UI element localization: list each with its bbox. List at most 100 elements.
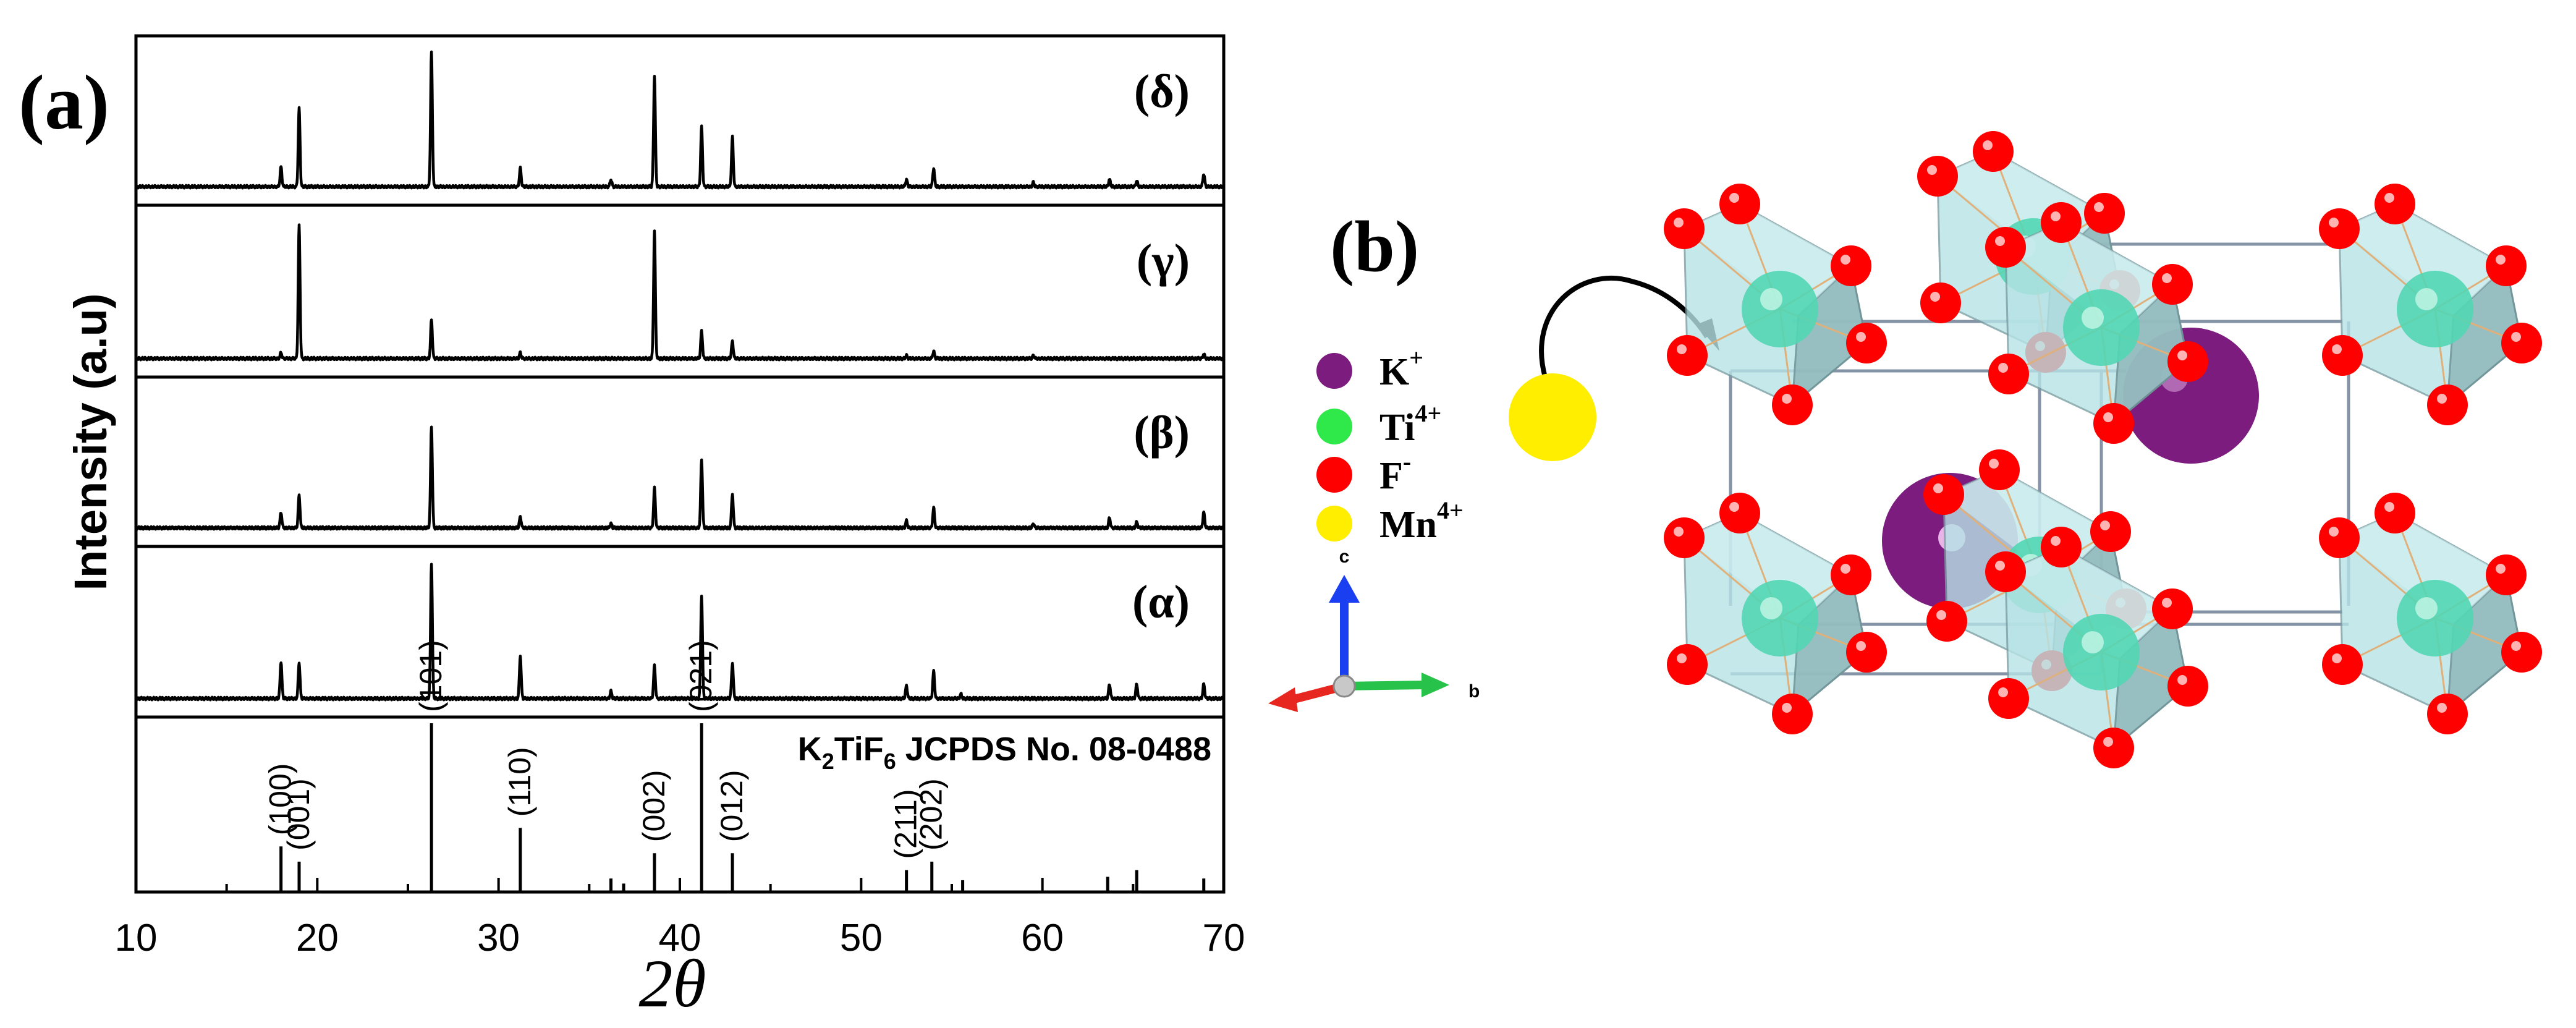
f-ion (1772, 384, 1813, 425)
f-ion (2322, 335, 2363, 376)
x-tick-label: 50 (840, 917, 883, 959)
xrd-plot: (δ) (γ) (β) (α) (100)(001) (101) (110) (002) (02… (134, 34, 1226, 894)
ion-legend: K+ Ti4+ F- Mn4+ (1316, 344, 1464, 546)
f-ion (1920, 282, 1961, 323)
f-ion (2486, 554, 2527, 595)
legend-mn-label: Mn4+ (1379, 496, 1464, 546)
panel-b-label: (b) (1330, 206, 1419, 287)
f-ion (2319, 208, 2360, 249)
ti-ion (2397, 271, 2473, 347)
f-ion (1719, 493, 1760, 533)
reference-label: K2TiF6 JCPDS No. 08-0488 (798, 731, 1211, 774)
f-ion (1664, 517, 1705, 558)
f-ion (2319, 517, 2360, 558)
series-label: (β) (1133, 407, 1190, 459)
x-tick-label: 10 (115, 917, 158, 959)
hkl-label: (021) (684, 640, 718, 712)
axis-c-label: c (1339, 546, 1350, 567)
f-ion (1667, 335, 1708, 376)
hkl-label: (001) (281, 778, 316, 851)
f-ion (1831, 554, 1871, 595)
x-tick-label: 30 (477, 917, 520, 959)
tif6-octahedron (2319, 184, 2542, 425)
f-ion (2152, 264, 2193, 305)
legend-ti-swatch (1316, 409, 1352, 444)
f-ion (2375, 493, 2415, 533)
crystal-axes: c b (1268, 546, 1480, 712)
ti-ion (1742, 271, 1818, 347)
ti-ion (2397, 580, 2473, 656)
f-ion (1664, 208, 1705, 249)
legend-f-label: F- (1379, 448, 1411, 497)
x-axis: 10 20 30 40 50 60 70 (115, 878, 1245, 959)
f-ion (2084, 193, 2125, 234)
f-ion (2093, 403, 2134, 444)
x-axis-label: 2θ (638, 946, 706, 1021)
mn-ion (1509, 373, 1596, 461)
f-ion (2041, 527, 2082, 567)
hkl-label: (002) (637, 770, 671, 842)
panel-a-label: (a) (19, 60, 109, 146)
f-ion (1988, 354, 2029, 394)
x-tick-label: 60 (1021, 917, 1064, 959)
tif6-octahedron (2319, 493, 2542, 734)
legend-mn-swatch (1316, 506, 1352, 542)
y-axis-label: Intensity (a.u) (65, 293, 116, 590)
series-label: (δ) (1134, 66, 1190, 117)
f-ion (2090, 511, 2131, 552)
f-ion (1973, 131, 2014, 172)
xrd-trace-3 (135, 425, 1226, 531)
series-label: (γ) (1137, 235, 1190, 287)
f-ion (1923, 474, 1964, 515)
f-ion (1846, 632, 1887, 673)
f-ion (2152, 588, 2193, 629)
f-ion (2375, 184, 2415, 224)
axis-b-label: b (1468, 681, 1480, 702)
f-ion (1988, 678, 2029, 719)
hkl-label: (211) (889, 789, 923, 859)
f-ion (1979, 449, 2020, 490)
f-ion (1846, 323, 1887, 363)
xrd-trace-1 (134, 50, 1226, 190)
tif6-octahedron (1985, 527, 2208, 768)
xrd-trace-4 (135, 563, 1226, 702)
f-ion (2427, 694, 2468, 734)
legend-k-swatch (1316, 353, 1352, 389)
ti-ion (2063, 614, 2140, 690)
hkl-label: (110) (502, 747, 537, 817)
tif6-octahedra (1664, 131, 2542, 768)
ti-ion (2063, 289, 2140, 366)
x-tick-label: 70 (1203, 917, 1245, 959)
legend-f-swatch (1316, 457, 1352, 493)
f-ion (2041, 202, 2082, 243)
tif6-octahedron (1664, 493, 1887, 734)
f-ion (1667, 644, 1708, 685)
xrd-trace-2 (134, 223, 1226, 362)
f-ion (2486, 245, 2527, 286)
hkl-label: (100) (263, 763, 298, 836)
xrd-pattern-frame (134, 545, 1226, 719)
f-ion (2322, 644, 2363, 685)
hkl-label: (012) (714, 770, 749, 842)
hkl-label: (101) (413, 640, 448, 712)
f-ion (1985, 551, 2026, 592)
f-ion (2093, 728, 2134, 768)
f-ion (2501, 323, 2542, 363)
f-ion (1926, 601, 1967, 642)
x-tick-label: 40 (659, 917, 701, 959)
f-ion (1985, 227, 2026, 268)
xrd-pattern-frame (134, 375, 1226, 548)
legend-k-label: K+ (1379, 344, 1423, 393)
legend-ti-label: Ti4+ (1379, 399, 1441, 449)
f-ion (1831, 245, 1871, 286)
x-tick-label: 20 (296, 917, 339, 959)
f-ion (1772, 694, 1813, 734)
hkl-label: (202) (914, 778, 949, 851)
f-ion (1917, 156, 1958, 197)
f-ion (2167, 341, 2208, 382)
f-ion (2167, 666, 2208, 707)
series-label: (α) (1132, 576, 1190, 628)
f-ion (2501, 632, 2542, 673)
tif6-octahedron (1985, 202, 2208, 444)
